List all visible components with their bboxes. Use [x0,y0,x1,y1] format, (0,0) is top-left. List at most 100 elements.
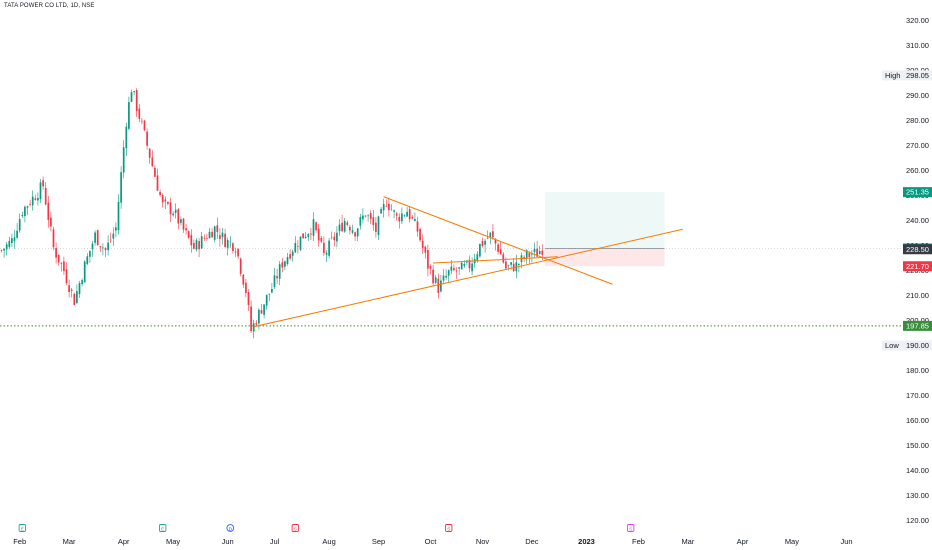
time-axis[interactable]: Feb Mar Apr May Jun Jul Aug Sep Oct Nov Dec 2023 Feb… [13,537,852,546]
candle [351,224,354,235]
candle [515,254,518,279]
candle-body [372,217,375,226]
candle [336,226,338,248]
candle [133,90,135,96]
candle-body [99,246,102,248]
candle [265,294,268,310]
price-tick-label: 270.00 [906,141,929,150]
candle [455,266,458,279]
candle-body [393,210,395,212]
candle [481,237,484,248]
event-marker[interactable]: S [627,524,635,533]
candle-body [411,216,414,219]
candle-body [34,198,37,200]
low-label-value: 190.00 [906,341,929,350]
candle-body [437,278,440,293]
candle-body [525,250,528,258]
candle-body [382,204,385,211]
candle [390,204,393,211]
candle [128,96,130,131]
candle [125,122,128,157]
candle-body [211,231,213,238]
candle-body [3,248,5,251]
event-marker-code: D [229,526,233,532]
event-marker[interactable]: S [445,524,453,533]
candle-body [177,209,180,224]
candle-body [102,247,104,249]
candle-body [141,120,143,122]
candle-body [429,265,432,269]
candle-body [57,254,60,263]
high-label-name: High [885,71,900,80]
event-marker[interactable]: E [18,524,26,533]
candle [484,238,486,253]
candle-body [356,228,359,237]
candle [468,255,471,273]
candle-body [445,275,447,278]
candle-body [135,90,138,112]
candle [94,230,96,246]
trendlines[interactable] [253,196,683,328]
candle-body [419,228,421,241]
candle [489,232,492,245]
candle [213,225,216,243]
candle-body [81,280,83,284]
candle [367,213,369,222]
trendline [433,256,558,264]
candle [206,233,208,241]
candle-body [109,239,112,241]
candle [39,178,42,204]
candle-body [510,262,512,265]
candle-body [523,257,525,259]
price-tick-label: 150.00 [906,441,929,450]
candle-body [346,222,349,225]
candle-body [13,237,16,241]
time-tick-label: Dec [525,537,539,546]
candle-body [349,226,351,231]
event-marker[interactable]: S [291,524,299,533]
candle-body [255,323,258,325]
candle-body [159,192,161,195]
candle-body [52,229,55,248]
candle [281,257,284,273]
candle-body [76,291,78,303]
candle-body [138,108,141,119]
candle [307,233,310,241]
candle-body [401,213,403,222]
low-label-name: Low [885,341,899,350]
candle [497,242,499,255]
candle [117,194,120,235]
candle [216,217,219,240]
candle [356,227,359,242]
candle-body [96,230,99,246]
candle-body [330,237,333,239]
event-marker[interactable]: E [159,524,167,533]
candle-body [29,203,31,205]
candle [37,192,39,206]
candle-body [21,215,24,217]
candle-body [471,263,473,272]
price-tick-label: 170.00 [906,391,929,400]
candle-body [91,243,94,250]
candle [226,237,229,256]
candle [297,240,299,254]
event-marker[interactable]: D [226,524,235,533]
price-tick-label: 180.00 [906,366,929,375]
time-tick-label: Apr [118,537,130,546]
candle-body [432,269,434,284]
candle [154,164,156,178]
candle-body [484,240,486,245]
price-tick-label: 310.00 [906,41,929,50]
candle [328,238,330,259]
candle [284,260,286,271]
candle [271,282,273,294]
candle-body [538,251,541,255]
event-marker-code: S [447,526,450,532]
candle [24,205,26,223]
long-position-tool[interactable] [544,192,665,267]
candle-body [284,261,286,267]
candle-body [55,247,57,258]
candle [479,243,481,259]
